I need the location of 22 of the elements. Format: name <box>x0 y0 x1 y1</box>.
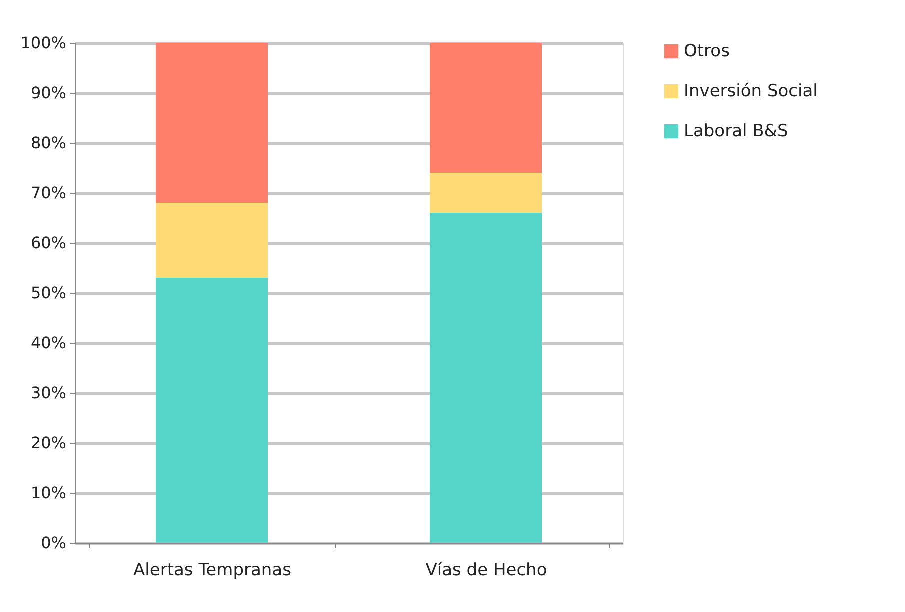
y-tick-label: 0% <box>41 534 66 552</box>
y-tick-label: 50% <box>30 284 66 302</box>
x-tick-label: Vías de Hecho <box>426 560 548 580</box>
y-tick-label: 10% <box>30 484 66 502</box>
bar <box>430 213 542 543</box>
y-tick-label: 60% <box>30 234 66 252</box>
y-tick-label: 100% <box>20 34 66 52</box>
y-tick-label: 80% <box>30 134 66 152</box>
y-tick-label: 70% <box>30 184 66 202</box>
y-tick-label: 40% <box>30 334 66 352</box>
y-tick-label: 20% <box>30 434 66 452</box>
legend-label: Laboral B&S <box>684 122 788 142</box>
bar <box>156 43 268 203</box>
legend-label: Otros <box>684 42 730 62</box>
y-tick-label: 90% <box>30 84 66 102</box>
bar <box>156 278 268 543</box>
legend-label: Inversión Social <box>684 82 818 102</box>
y-tick-label: 30% <box>30 384 66 402</box>
bar <box>430 173 542 213</box>
x-tick-label: Alertas Tempranas <box>134 560 292 580</box>
bar <box>430 43 542 173</box>
bar <box>156 203 268 278</box>
